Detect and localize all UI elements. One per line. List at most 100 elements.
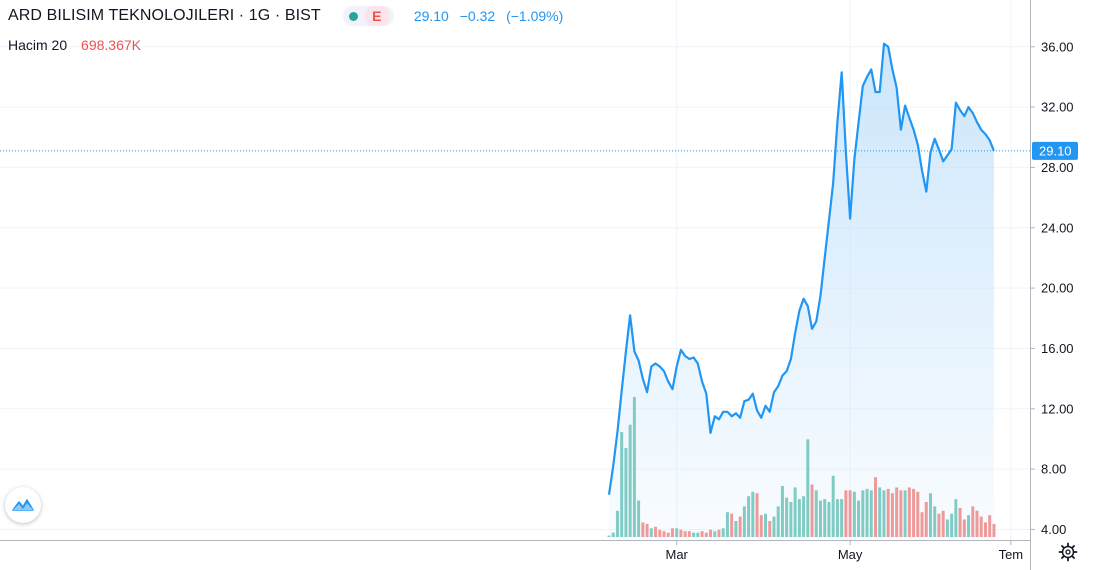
price-change: −0.32: [459, 8, 496, 24]
volume-bar: [713, 531, 717, 537]
gear-icon[interactable]: [1057, 541, 1079, 563]
volume-bar: [844, 490, 848, 537]
volume-bar: [632, 397, 636, 537]
volume-legend: Hacim 20 698.367K: [8, 37, 141, 53]
volume-bar: [797, 499, 801, 537]
volume-bar: [945, 519, 949, 537]
volume-bar: [670, 528, 674, 537]
volume-bar: [654, 526, 658, 537]
volume-bar: [937, 513, 941, 537]
y-tick-label: 36.00: [1041, 39, 1074, 54]
volume-bar: [700, 531, 704, 537]
volume-bar: [840, 499, 844, 537]
volume-bar: [979, 516, 983, 537]
volume-bar: [764, 513, 768, 537]
time-axis[interactable]: Mar May Tem: [0, 540, 1030, 562]
volume-bar: [823, 499, 827, 537]
volume-bar: [954, 499, 958, 537]
y-tick-label: 16.00: [1041, 341, 1074, 356]
volume-bar: [912, 488, 916, 537]
volume-bar: [983, 522, 987, 537]
last-price-label: 29.10: [1039, 143, 1072, 158]
volume-bar: [886, 488, 890, 537]
volume-bar: [637, 500, 641, 537]
volume-bar: [827, 502, 831, 537]
volume-bar: [971, 506, 975, 537]
volume-bar: [776, 506, 780, 537]
volume-bar: [721, 528, 725, 537]
volume-bar: [857, 500, 861, 537]
volume-bar: [692, 532, 696, 537]
volume-bar: [738, 516, 742, 537]
volume-bar: [882, 490, 886, 537]
volume-label[interactable]: Hacim 20: [8, 37, 68, 53]
y-tick-label: 28.00: [1041, 160, 1074, 175]
volume-bar: [687, 531, 691, 537]
y-tick-label: 8.00: [1041, 462, 1066, 477]
earnings-badge[interactable]: E: [363, 6, 390, 26]
last-price-tag: [1032, 141, 1078, 160]
volume-bar: [780, 485, 784, 537]
volume-bar: [992, 523, 996, 537]
volume-bar: [861, 490, 865, 537]
volume-bar: [899, 490, 903, 537]
volume-bar: [666, 532, 670, 537]
market-status[interactable]: E: [342, 6, 394, 26]
grid: [0, 0, 1030, 540]
volume-bar: [895, 487, 899, 537]
volume-bar: [852, 491, 856, 537]
y-tick-label: 12.00: [1041, 401, 1074, 416]
volume-bar: [641, 522, 645, 537]
y-tick-label: 4.00: [1041, 522, 1066, 537]
y-tick-label: 24.00: [1041, 220, 1074, 235]
x-tick-label: Mar: [665, 547, 688, 562]
volume-bar: [785, 497, 789, 537]
volume-bar: [611, 532, 615, 537]
volume-bar: [890, 493, 894, 537]
volume-bar: [709, 529, 713, 537]
volume-bar: [675, 528, 679, 537]
volume-bar: [696, 532, 700, 537]
volume-bar: [920, 512, 924, 537]
volume-bar: [683, 531, 687, 537]
volume-bar: [988, 515, 992, 537]
volume-bar: [878, 487, 882, 537]
volume-bars: [607, 397, 996, 537]
volume-bar: [645, 523, 649, 537]
volume-bar: [928, 493, 932, 537]
volume-bar: [768, 520, 772, 537]
volume-bar: [759, 515, 763, 537]
volume-bar: [704, 532, 708, 537]
x-tick-label: May: [838, 547, 863, 562]
market-open-dot-icon: [348, 11, 358, 21]
quote-values: 29.10 −0.32 (−1.09%): [414, 8, 570, 24]
volume-bar: [717, 529, 721, 537]
volume-bar: [607, 535, 611, 537]
volume-bar: [755, 493, 759, 537]
volume-bar: [958, 507, 962, 537]
volume-bar: [662, 531, 666, 537]
volume-bar: [907, 487, 911, 537]
volume-bar: [975, 510, 979, 537]
volume-bar: [628, 424, 632, 537]
volume-bar: [742, 506, 746, 537]
y-tick-label: 20.00: [1041, 281, 1074, 296]
volume-bar: [865, 488, 869, 537]
price-line[interactable]: [607, 42, 995, 495]
volume-bar: [658, 529, 662, 537]
volume-bar: [873, 477, 877, 537]
price-axis[interactable]: 4.00 8.00 12.00 16.00 20.00 24.00 28.00 32.00 36…: [1030, 0, 1078, 570]
volume-bar: [819, 500, 822, 537]
y-tick-label: 32.00: [1041, 100, 1074, 115]
symbol-title[interactable]: ARD BILISIM TEKNOLOJILERI · 1G · BIST: [8, 7, 321, 24]
volume-bar: [751, 491, 755, 537]
volume-bar: [903, 490, 907, 537]
tradingview-logo-icon[interactable]: [5, 487, 41, 523]
volume-bar: [848, 490, 852, 537]
volume-bar: [649, 528, 653, 537]
volume-bar: [747, 496, 751, 537]
volume-bar: [772, 516, 776, 537]
x-tick-label: Tem: [999, 547, 1024, 562]
volume-bar: [967, 515, 971, 537]
